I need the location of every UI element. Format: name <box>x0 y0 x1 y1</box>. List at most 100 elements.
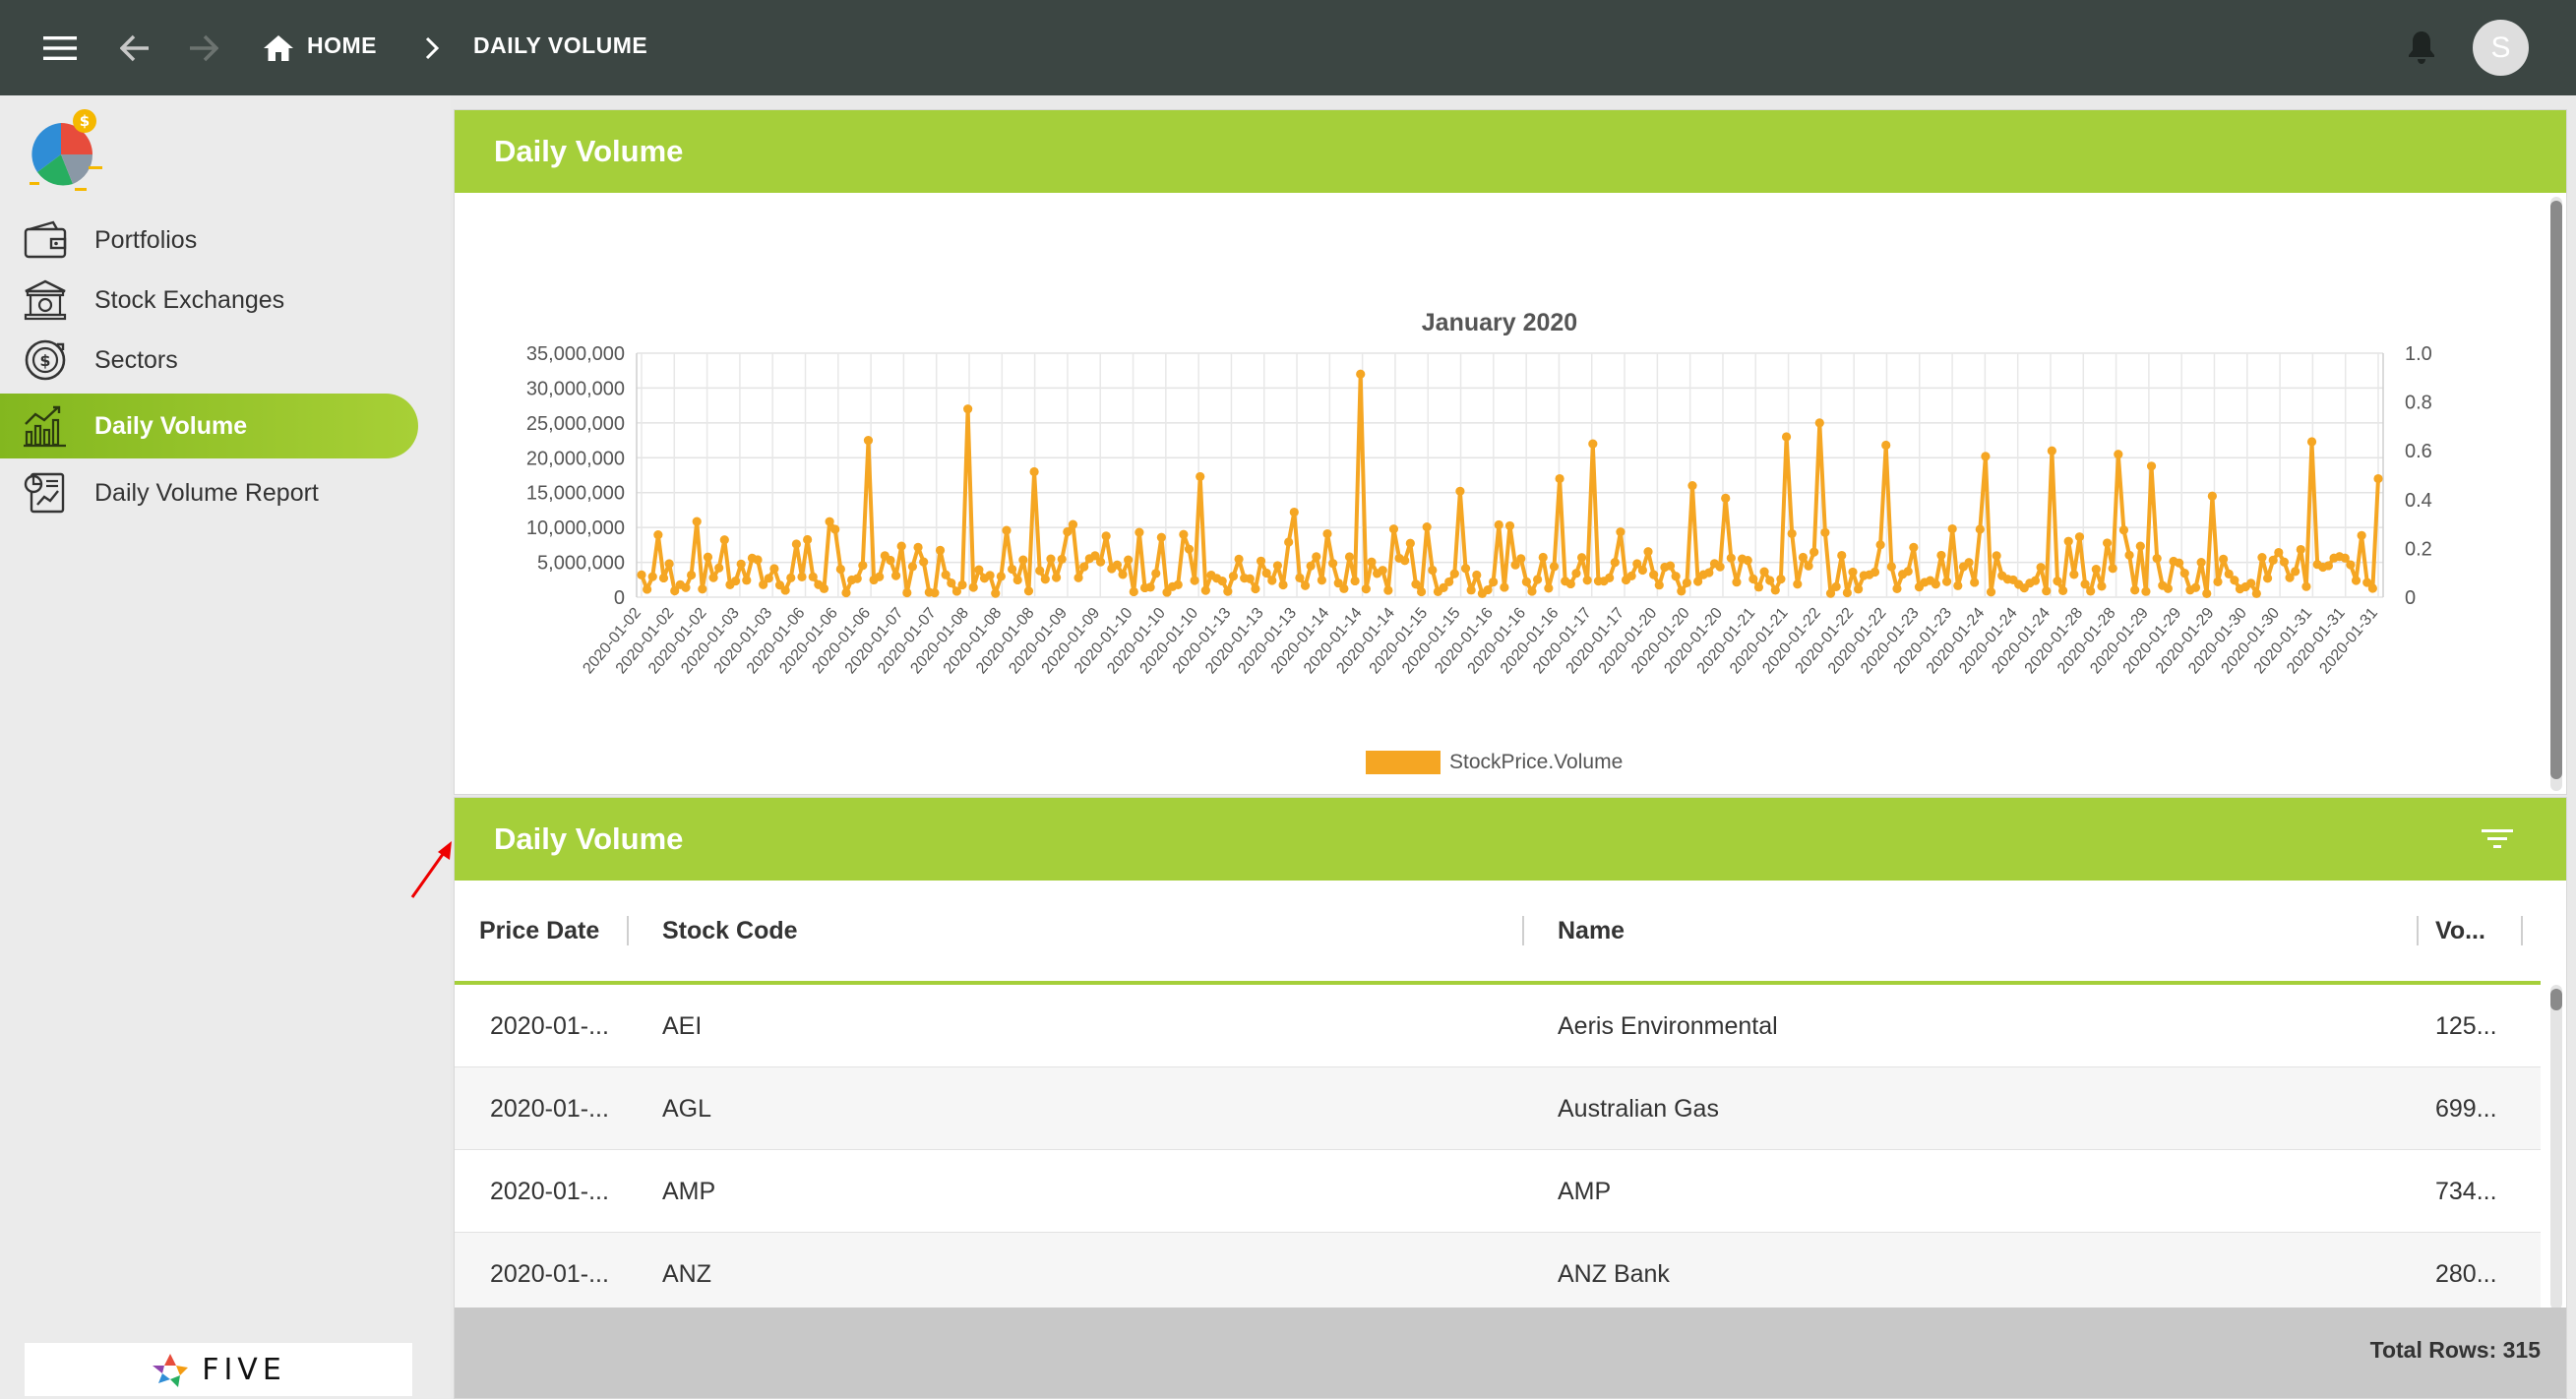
legend-swatch[interactable] <box>1366 751 1441 774</box>
data-point[interactable] <box>736 559 746 569</box>
data-point[interactable] <box>2257 553 2267 563</box>
data-point[interactable] <box>1970 578 1980 587</box>
data-point[interactable] <box>1781 432 1792 442</box>
data-point[interactable] <box>1312 552 1321 562</box>
data-point[interactable] <box>2373 473 2383 484</box>
data-point[interactable] <box>1842 587 1852 598</box>
data-point[interactable] <box>2219 554 2229 564</box>
data-point[interactable] <box>1151 569 1161 578</box>
data-point[interactable] <box>1870 567 1880 578</box>
data-point[interactable] <box>764 574 773 583</box>
data-point[interactable] <box>919 557 929 567</box>
data-point[interactable] <box>698 584 707 594</box>
data-point[interactable] <box>1693 577 1703 586</box>
data-point[interactable] <box>1643 547 1653 557</box>
home-icon[interactable] <box>258 28 299 69</box>
data-point[interactable] <box>1941 577 1952 586</box>
data-point[interactable] <box>1649 570 1659 579</box>
data-point[interactable] <box>1765 576 1775 585</box>
data-point[interactable] <box>2047 446 2056 456</box>
data-point[interactable] <box>797 572 807 581</box>
scrollbar-thumb[interactable] <box>2550 201 2562 779</box>
data-point[interactable] <box>951 586 961 596</box>
data-point[interactable] <box>2230 576 2239 585</box>
data-point[interactable] <box>1510 560 1520 570</box>
data-point[interactable] <box>1079 562 1089 572</box>
data-point[interactable] <box>1223 586 1233 596</box>
data-point[interactable] <box>875 572 885 581</box>
data-point[interactable] <box>1388 524 1399 534</box>
data-point[interactable] <box>1012 575 1022 585</box>
data-point[interactable] <box>830 524 840 534</box>
chart-panel-scrollbar[interactable] <box>2550 197 2562 791</box>
data-point[interactable] <box>681 582 691 592</box>
data-point[interactable] <box>1416 586 1427 597</box>
data-point[interactable] <box>780 585 790 595</box>
data-point[interactable] <box>1405 538 1415 548</box>
data-point[interactable] <box>985 571 995 580</box>
data-point[interactable] <box>1748 574 1758 584</box>
data-point[interactable] <box>1267 576 1277 585</box>
filter-icon[interactable] <box>2478 821 2517 857</box>
data-point[interactable] <box>852 574 862 583</box>
data-point[interactable] <box>1040 575 1050 584</box>
data-point[interactable] <box>1854 584 1864 594</box>
data-point[interactable] <box>703 552 713 562</box>
data-point[interactable] <box>643 584 652 594</box>
data-point[interactable] <box>1964 558 1974 568</box>
data-point[interactable] <box>1068 519 1078 529</box>
data-point[interactable] <box>1521 577 1531 586</box>
data-point[interactable] <box>2141 586 2151 596</box>
data-point[interactable] <box>1576 553 1587 563</box>
column-divider[interactable] <box>627 916 629 945</box>
data-point[interactable] <box>1654 580 1664 590</box>
data-point[interactable] <box>1124 555 1134 565</box>
data-point[interactable] <box>2340 553 2350 563</box>
data-point[interactable] <box>2246 578 2256 588</box>
data-point[interactable] <box>2323 561 2334 571</box>
data-point[interactable] <box>1931 579 1940 589</box>
data-point[interactable] <box>1300 580 1311 590</box>
volume-series-line[interactable] <box>640 372 2380 596</box>
data-point[interactable] <box>1677 586 1687 596</box>
data-point[interactable] <box>907 562 918 572</box>
data-point[interactable] <box>1831 581 1841 591</box>
data-point[interactable] <box>1903 567 1913 577</box>
data-point[interactable] <box>1095 557 1106 567</box>
data-point[interactable] <box>1582 576 1592 585</box>
data-point[interactable] <box>1190 576 1199 585</box>
data-point[interactable] <box>1500 582 1509 592</box>
data-point[interactable] <box>1156 532 1166 542</box>
sidebar-item-stock-exchanges[interactable]: Stock Exchanges <box>0 268 418 333</box>
data-point[interactable] <box>1422 522 1432 532</box>
data-point[interactable] <box>902 587 912 598</box>
data-point[interactable] <box>1245 574 1255 583</box>
data-point[interactable] <box>1875 540 1885 550</box>
column-divider[interactable] <box>2521 916 2523 945</box>
data-point[interactable] <box>1173 579 1183 589</box>
data-point[interactable] <box>803 534 813 545</box>
data-point[interactable] <box>1002 525 1012 535</box>
data-point[interactable] <box>2102 538 2113 548</box>
column-header-stock-code[interactable]: Stock Code <box>662 916 798 944</box>
column-header-price-date[interactable]: Price Date <box>479 916 600 944</box>
data-point[interactable] <box>1118 570 1128 579</box>
table-row[interactable]: 2020-01-... ANZ ANZ Bank 280... <box>455 1233 2541 1315</box>
data-point[interactable] <box>637 570 646 579</box>
data-point[interactable] <box>2196 558 2206 568</box>
data-point[interactable] <box>2279 557 2290 567</box>
data-point[interactable] <box>1489 577 1499 587</box>
data-point[interactable] <box>1400 556 1410 566</box>
data-point[interactable] <box>991 588 1001 598</box>
data-point[interactable] <box>1179 529 1189 539</box>
data-point[interactable] <box>2262 574 2273 583</box>
data-point[interactable] <box>913 542 923 552</box>
data-point[interactable] <box>1344 552 1355 562</box>
data-point[interactable] <box>1881 440 1891 451</box>
data-point[interactable] <box>1200 585 1210 595</box>
data-point[interactable] <box>2306 437 2317 447</box>
data-point[interactable] <box>1494 519 1503 530</box>
data-point[interactable] <box>1610 558 1620 568</box>
data-point[interactable] <box>1018 555 1028 565</box>
data-point[interactable] <box>647 572 657 581</box>
